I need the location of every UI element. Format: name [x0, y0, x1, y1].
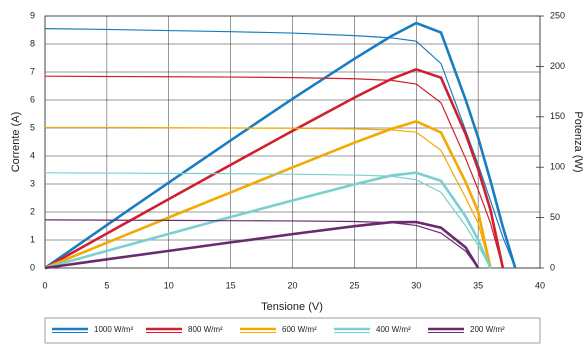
- y-tick-label: 7: [30, 66, 35, 76]
- x-tick-label: 0: [42, 280, 47, 290]
- power-line: [44, 171, 492, 270]
- y-tick-label: 0: [30, 262, 35, 272]
- x-tick-label: 20: [287, 280, 297, 290]
- y2-tick-label: 100: [550, 162, 565, 172]
- current-line: [44, 219, 479, 269]
- legend-label: 200 W/m²: [470, 325, 505, 334]
- current-line: [44, 75, 504, 269]
- y2-tick-label: 250: [550, 10, 565, 20]
- current-line: [44, 172, 492, 269]
- x-tick-label: 35: [473, 280, 483, 290]
- y-tick-label: 6: [30, 94, 35, 104]
- legend-label: 1000 W/m²: [94, 325, 133, 334]
- y-tick-label: 8: [30, 38, 35, 48]
- x-tick-label: 15: [226, 280, 236, 290]
- y-axis-title: Corrente (A): [10, 112, 22, 173]
- y2-tick-label: 200: [550, 61, 565, 71]
- y2-axis-title: Potenza (W): [572, 111, 584, 172]
- y-tick-label: 3: [30, 178, 35, 188]
- x-tick-label: 10: [164, 280, 174, 290]
- y2-tick-label: 50: [550, 212, 560, 222]
- current-line: [45, 126, 492, 269]
- plot-frame: [44, 15, 541, 269]
- y-tick-label: 4: [30, 150, 35, 160]
- y-tick-label: 5: [30, 122, 35, 132]
- y2-tick-label: 0: [550, 262, 555, 272]
- power-line: [44, 67, 505, 270]
- x-tick-label: 40: [535, 280, 545, 290]
- current-line: [44, 28, 516, 269]
- legend-label: 600 W/m²: [282, 325, 317, 334]
- x-axis-title: Tensione (V): [261, 301, 323, 313]
- legend-label: 800 W/m²: [188, 325, 223, 334]
- x-tick-label: 30: [411, 280, 421, 290]
- power-line: [44, 21, 517, 270]
- x-tick-label: 25: [349, 280, 359, 290]
- x-tick-label: 5: [104, 280, 109, 290]
- y-tick-label: 9: [30, 10, 35, 20]
- y-tick-label: 1: [30, 234, 35, 244]
- power-line: [44, 220, 480, 270]
- y2-tick-label: 150: [550, 111, 565, 121]
- legend-label: 400 W/m²: [376, 325, 411, 334]
- legend-box: [44, 317, 541, 344]
- y-tick-label: 2: [30, 206, 35, 216]
- power-line: [44, 119, 492, 270]
